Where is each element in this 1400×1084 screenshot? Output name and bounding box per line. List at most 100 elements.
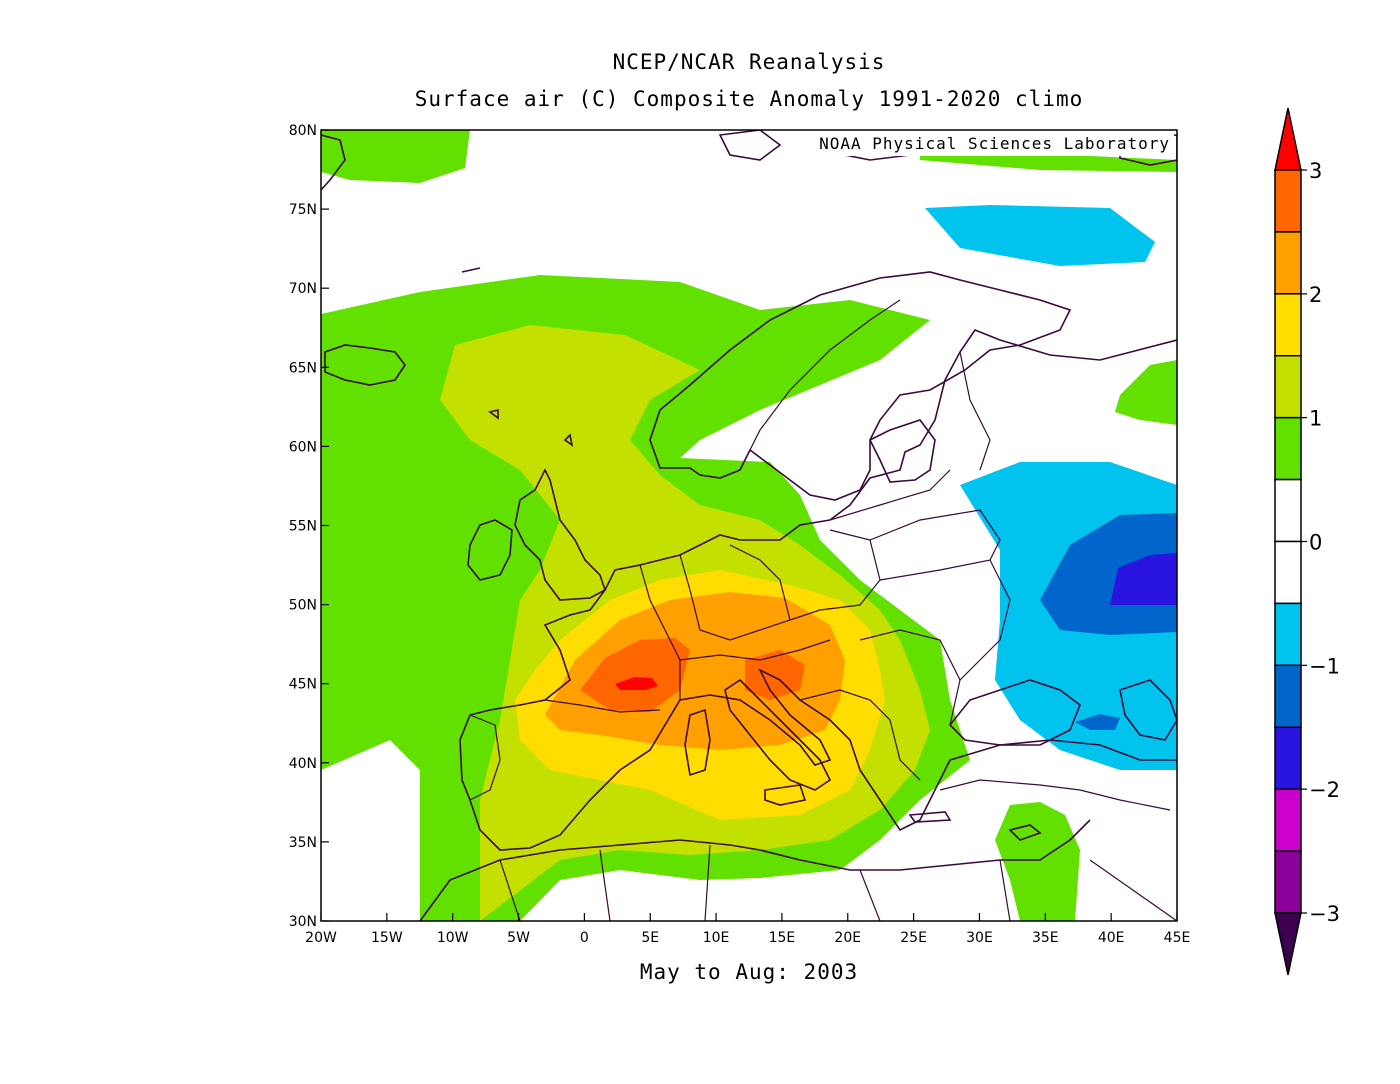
colorbar-segment (1274, 540, 1302, 605)
coast-continent (459, 329, 1177, 851)
contour-red (615, 677, 658, 690)
colorbar: 3 2 1 0 −1 −2 −3 (1274, 107, 1340, 976)
coast-baltic (868, 419, 936, 483)
colorbar-segment (1274, 355, 1302, 419)
border-portugal (469, 714, 501, 801)
contour-green-west (321, 314, 490, 770)
contour-green-north (321, 130, 470, 183)
border-africa (499, 844, 1177, 921)
coastlines (321, 130, 1177, 921)
colorbar-segment (1274, 416, 1302, 481)
lon-tick-label: 35E (1032, 930, 1059, 946)
lat-tick-label: 75N (289, 202, 317, 218)
lon-tick-label: 15E (769, 930, 796, 946)
border-france-east (639, 564, 681, 700)
latitude-axis: 30N 35N 40N 45N 50N 55N 60N 65N 70N 75N 80N (289, 123, 329, 930)
border-belarus (869, 509, 1001, 561)
coast-faroe (488, 408, 499, 420)
coast-jan-mayen (461, 267, 481, 273)
lat-tick-label: 45N (289, 677, 317, 693)
colorbar-segment (1274, 664, 1302, 728)
colorbar-label: −3 (1309, 902, 1340, 926)
lon-tick-label: 30E (966, 930, 993, 946)
coast-caspian (1119, 679, 1177, 741)
credit-label: NOAA Physical Sciences Laboratory (819, 134, 1170, 153)
lon-tick-label: 25E (900, 930, 927, 946)
border-balkans (799, 689, 921, 781)
contour-darkorange (580, 638, 690, 712)
coast-sicily (764, 784, 807, 806)
lon-tick-label: 5W (507, 930, 530, 946)
period-label: May to Aug: 2003 (639, 960, 859, 984)
lon-tick-label: 20W (305, 930, 337, 946)
lon-tick-label: 15W (371, 930, 403, 946)
coast-black-sea (948, 679, 1081, 746)
colorbar-bottom-arrow (1274, 912, 1302, 976)
coast-scandinavia (649, 271, 1072, 501)
border-alps (679, 639, 831, 661)
coast-north-africa (419, 819, 1091, 921)
lon-tick-label: 10W (437, 930, 469, 946)
colorbar-label: −2 (1309, 778, 1340, 802)
lon-tick-label: 10E (703, 930, 730, 946)
coast-sardinia (684, 708, 711, 777)
colorbar-segment (1274, 788, 1302, 852)
coast-shetland (563, 433, 574, 447)
contour-blue-caspian (1075, 714, 1120, 730)
lon-tick-label: 5E (641, 930, 659, 946)
colorbar-segment (1274, 169, 1302, 233)
lon-tick-label: 40E (1098, 930, 1125, 946)
border-poland (789, 529, 881, 621)
longitude-axis: 20W 15W 10W 5W 0 5E 10E 15E 20E 25E 30E 35E 40E 45E (305, 913, 1190, 946)
lat-tick-label: 30N (289, 914, 317, 930)
lat-tick-label: 60N (289, 439, 317, 455)
border-germany (679, 544, 791, 641)
lat-tick-label: 40N (289, 756, 317, 772)
colorbar-label: 0 (1309, 531, 1322, 555)
coast-svalbard (718, 130, 782, 161)
border-ukraine (879, 559, 1011, 681)
lat-tick-label: 50N (289, 598, 317, 614)
country-borders (469, 299, 1177, 921)
colorbar-label: 2 (1309, 283, 1322, 307)
colorbar-label: 3 (1309, 159, 1322, 183)
coast-italy (724, 678, 832, 791)
map-title: NCEP/NCAR Reanalysis (612, 50, 886, 74)
colorbar-segment (1274, 293, 1302, 357)
contour-green-levant (995, 802, 1080, 921)
colorbar-segment (1274, 850, 1302, 914)
lat-tick-label: 70N (289, 281, 317, 297)
lat-tick-label: 35N (289, 835, 317, 851)
lon-tick-label: 45E (1164, 930, 1191, 946)
lat-tick-label: 65N (289, 360, 317, 376)
border-turkey (939, 779, 1171, 811)
lon-tick-label: 0 (580, 930, 589, 946)
coast-cyprus (1008, 824, 1042, 841)
border-romania (859, 629, 961, 726)
border-finland-russia (959, 351, 991, 471)
coast-iceland (324, 344, 406, 386)
contour-green-urals (1115, 360, 1177, 425)
lat-tick-label: 80N (289, 123, 317, 139)
coast-crete (908, 811, 952, 823)
contour-darkorange-east (745, 650, 805, 700)
contour-indigo-russia (1110, 553, 1177, 605)
coast-great-britain (514, 468, 606, 601)
colorbar-label: −1 (1309, 654, 1340, 678)
lon-tick-label: 20E (834, 930, 861, 946)
colorbar-segment (1274, 726, 1302, 790)
border-baltics (829, 469, 951, 521)
anomaly-contour-fill (321, 130, 1177, 921)
coast-ireland (467, 519, 513, 581)
border-norway-sweden (739, 299, 901, 471)
lat-tick-label: 55N (289, 519, 317, 535)
coast-greenland (321, 134, 346, 191)
colorbar-segment (1274, 231, 1302, 295)
map-subtitle: Surface air (C) Composite Anomaly 1991-2… (414, 87, 1084, 111)
colorbar-segment (1274, 478, 1302, 543)
border-france-spain (544, 699, 661, 713)
colorbar-label: 1 (1309, 407, 1322, 431)
colorbar-segment (1274, 602, 1302, 667)
colorbar-top-arrow (1274, 107, 1302, 171)
